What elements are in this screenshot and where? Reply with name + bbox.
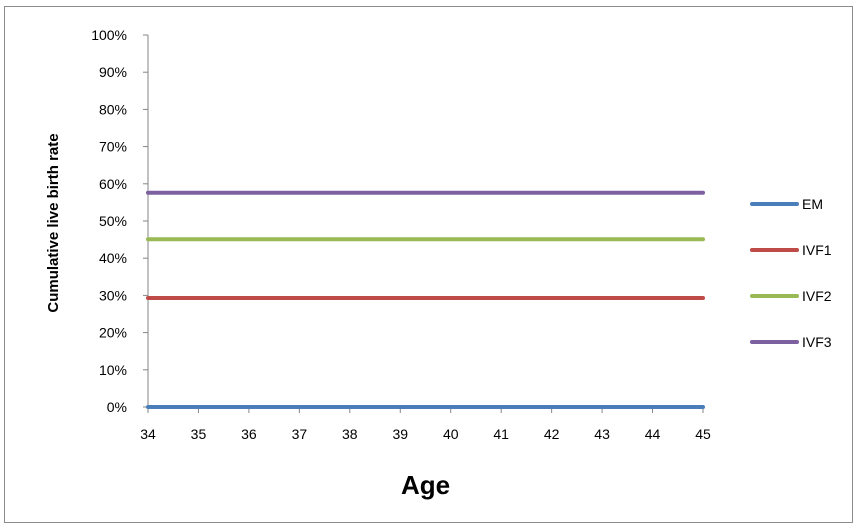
y-tick-label: 50%: [99, 213, 127, 229]
y-tick-label: 40%: [99, 250, 127, 266]
legend: EM IVF1 IVF2 IVF3: [750, 196, 832, 350]
x-axis-title: Age: [401, 470, 450, 500]
y-tick-label: 90%: [99, 64, 127, 80]
x-tick-label: 36: [241, 426, 257, 442]
x-tick-label: 45: [695, 426, 711, 442]
y-tick-label: 30%: [99, 287, 127, 303]
y-tick-label: 20%: [99, 325, 127, 341]
series-lines: [146, 190, 705, 409]
y-tick-label: 70%: [99, 139, 127, 155]
x-tick-label: 37: [292, 426, 308, 442]
chart-frame: [4, 6, 853, 523]
x-axis: 34 35 36 37 38 39 40 41 42 43 44 45: [140, 406, 711, 442]
x-tick-label: 39: [392, 426, 408, 442]
y-axis: 0% 10% 20% 30% 40% 50% 60% 70% 80% 90% 100%: [91, 27, 149, 415]
x-tick-label: 44: [645, 426, 661, 442]
x-tick-label: 40: [443, 426, 459, 442]
x-tick-label: 38: [342, 426, 358, 442]
y-tick-label: 60%: [99, 176, 127, 192]
y-tick-label: 10%: [99, 362, 127, 378]
legend-label-ivf1: IVF1: [802, 242, 832, 258]
legend-label-ivf3: IVF3: [802, 334, 832, 350]
x-tick-label: 35: [191, 426, 207, 442]
legend-label-em: EM: [802, 196, 823, 212]
y-axis-title: Cumulative live birth rate: [45, 133, 62, 312]
x-tick-label: 42: [544, 426, 560, 442]
x-tick-label: 41: [493, 426, 509, 442]
legend-label-ivf2: IVF2: [802, 288, 832, 304]
x-tick-label: 34: [140, 426, 156, 442]
y-tick-label: 100%: [91, 27, 127, 43]
y-tick-label: 0%: [107, 399, 127, 415]
x-tick-label: 43: [594, 426, 610, 442]
y-tick-label: 80%: [99, 101, 127, 117]
